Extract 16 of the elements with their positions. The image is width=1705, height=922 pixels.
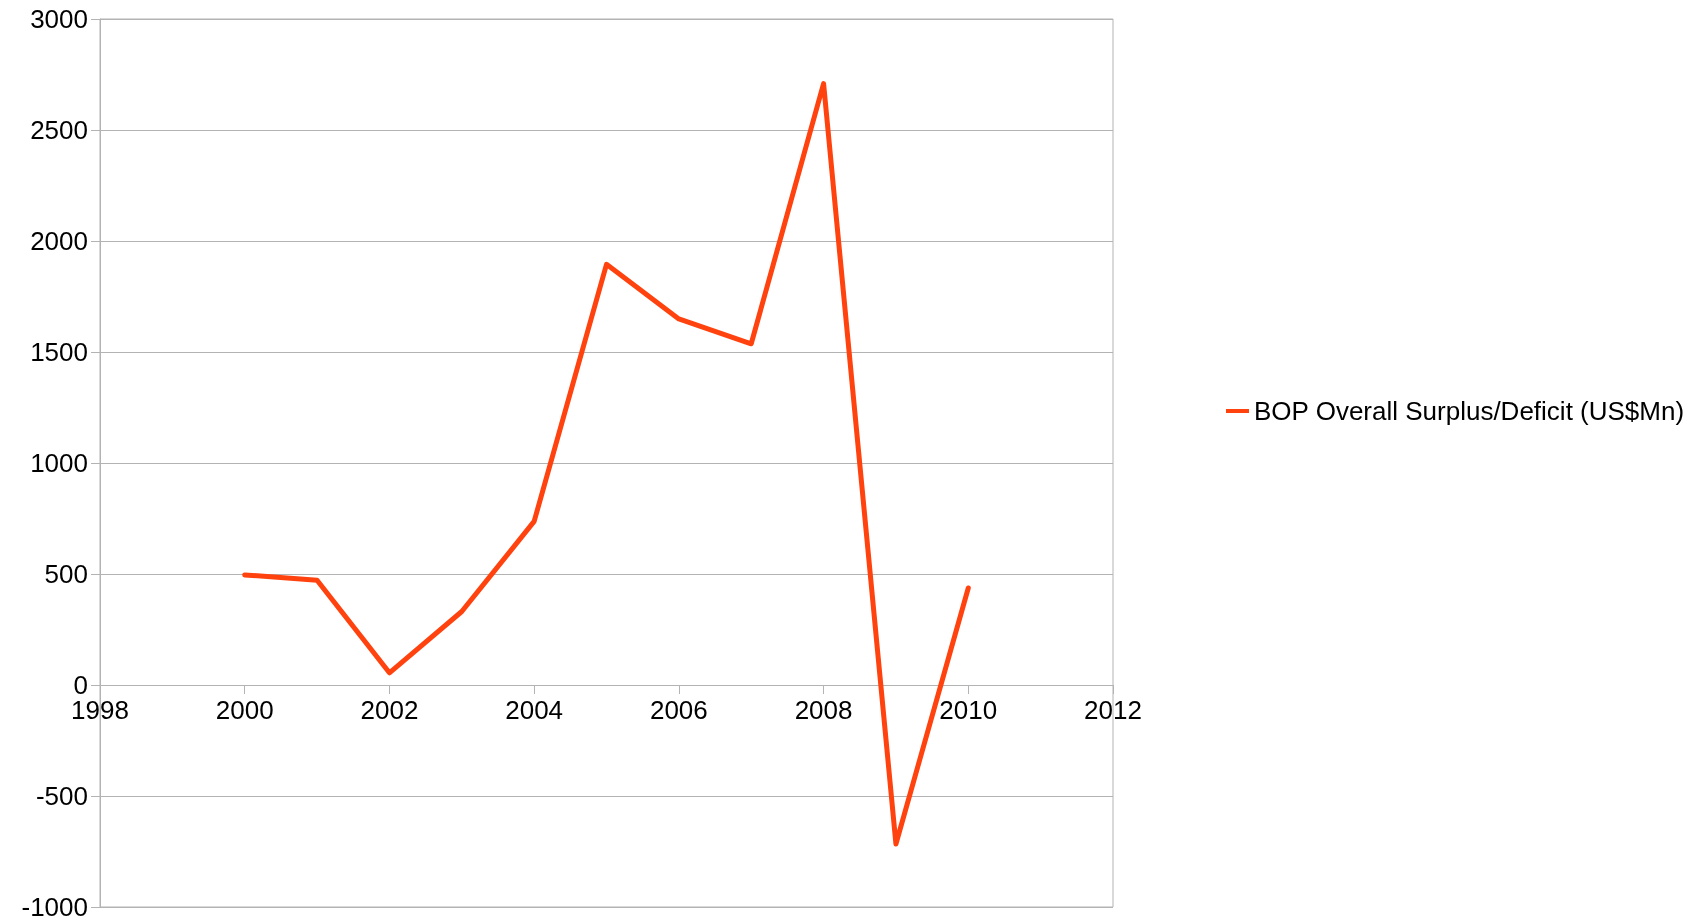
- y-tick-label: 1500: [30, 337, 88, 367]
- x-tick-label: 2002: [360, 695, 419, 725]
- y-tick-label: 3000: [30, 4, 88, 34]
- x-tick-label: 2004: [505, 695, 564, 725]
- x-tick-label: 2008: [794, 695, 853, 725]
- y-tick-label: -500: [35, 781, 88, 811]
- y-tick-label: 2000: [30, 226, 88, 256]
- y-tick-label: -1000: [21, 892, 88, 922]
- x-tick-label: 2010: [939, 695, 998, 725]
- y-tick-label: 1000: [30, 448, 88, 478]
- x-tick-label: 2012: [1084, 695, 1142, 725]
- y-tick-label: 500: [44, 559, 88, 589]
- y-tick-label: 2500: [30, 115, 88, 145]
- x-tick-label: 2000: [215, 695, 274, 725]
- legend-label: BOP Overall Surplus/Deficit (US$Mn): [1254, 396, 1685, 426]
- x-tick-label: 2006: [649, 695, 708, 725]
